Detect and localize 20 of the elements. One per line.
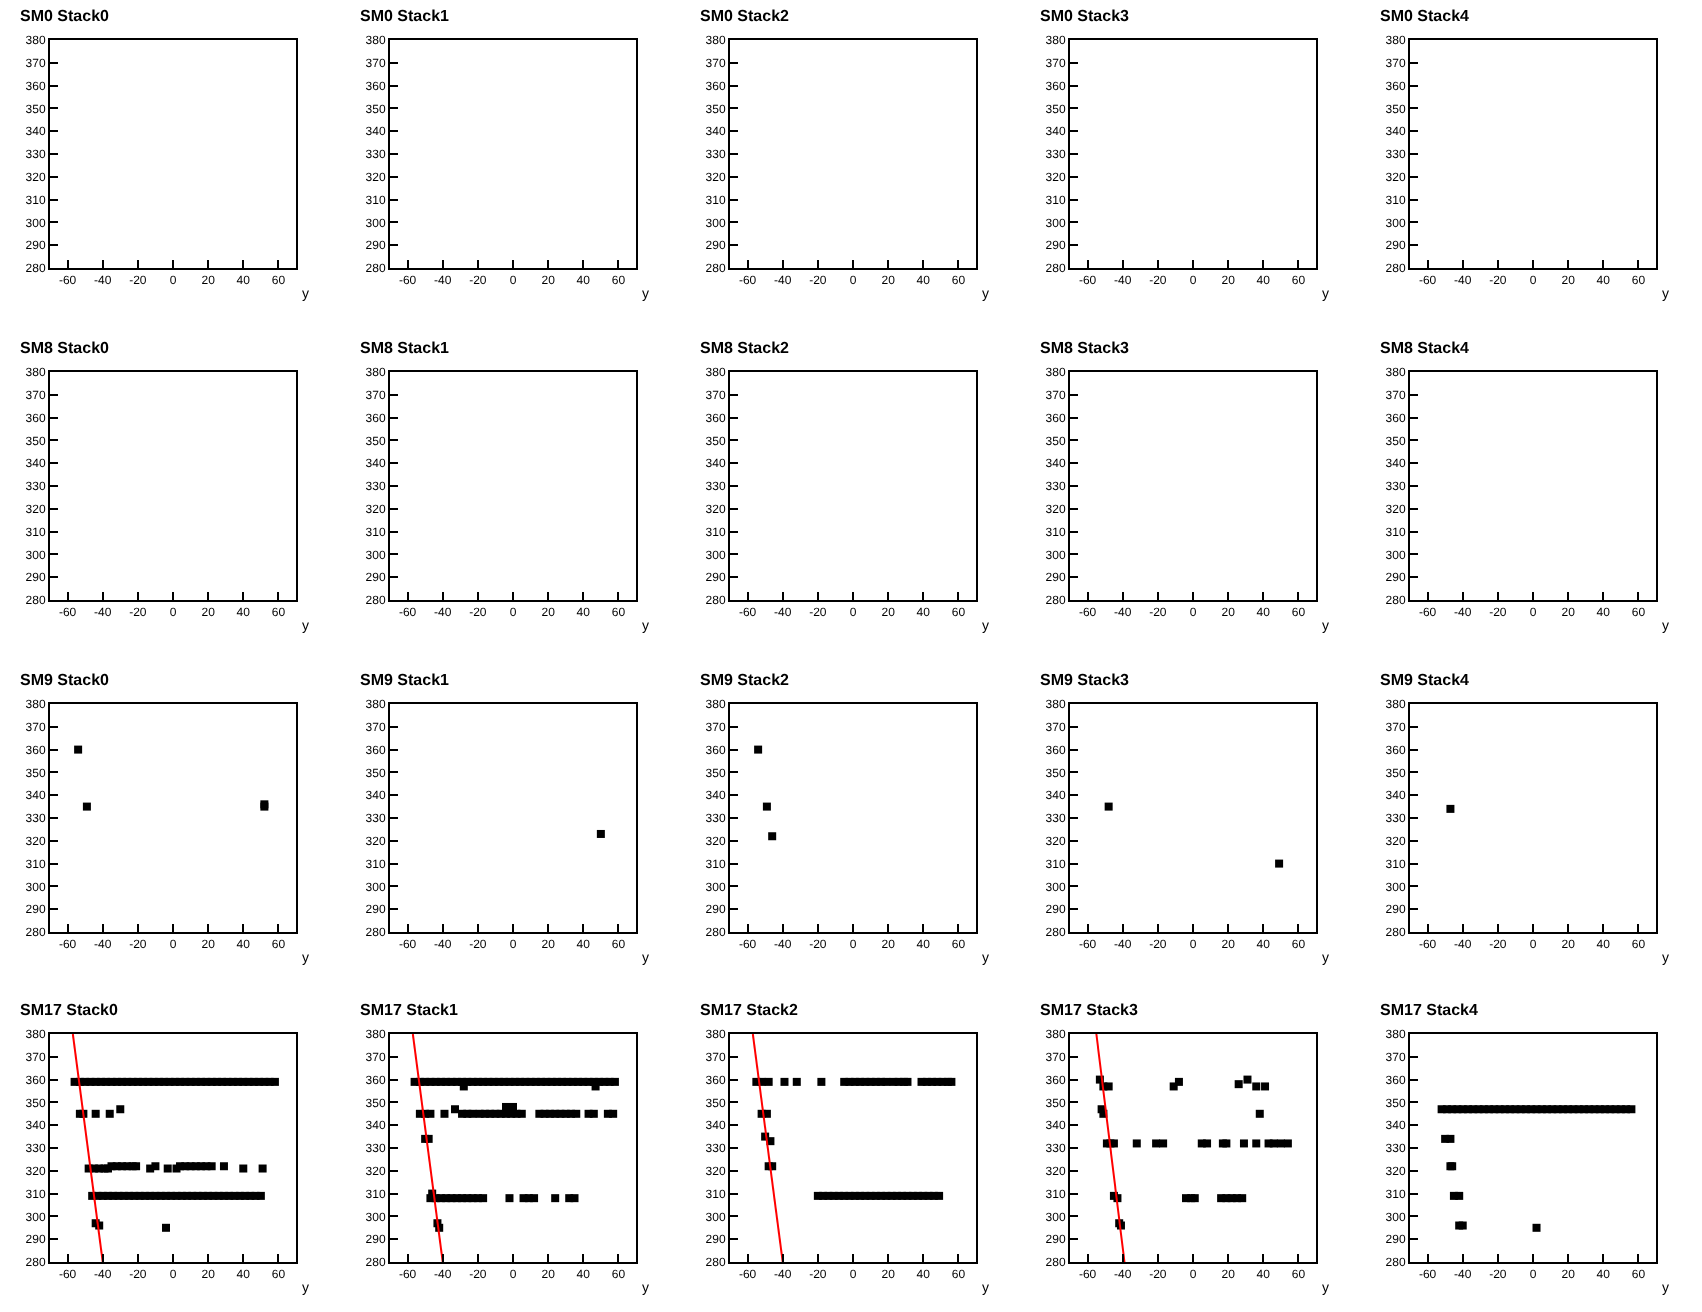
chart-title: SM9 Stack1 [360, 671, 451, 690]
chart-title: SM17 Stack1 [360, 1001, 459, 1020]
chart-title: SM9 Stack3 [1040, 671, 1131, 690]
chart-title: SM8 Stack4 [1380, 339, 1471, 358]
chart-title: SM0 Stack2 [700, 7, 791, 26]
chart-title: SM17 Stack2 [700, 1001, 799, 1020]
chart-title: SM17 Stack0 [20, 1001, 119, 1020]
chart-title: SM0 Stack0 [20, 7, 111, 26]
chart-title: SM8 Stack2 [700, 339, 791, 358]
chart-title: SM17 Stack4 [1380, 1001, 1479, 1020]
chart-title: SM0 Stack1 [360, 7, 451, 26]
chart-title: SM9 Stack0 [20, 671, 111, 690]
chart-title: SM0 Stack4 [1380, 7, 1471, 26]
chart-title: SM8 Stack0 [20, 339, 111, 358]
chart-title: SM0 Stack3 [1040, 7, 1131, 26]
chart-title: SM8 Stack3 [1040, 339, 1131, 358]
chart-title: SM9 Stack2 [700, 671, 791, 690]
chart-title: SM8 Stack1 [360, 339, 451, 358]
chart-title: SM17 Stack3 [1040, 1001, 1139, 1020]
chart-title: SM9 Stack4 [1380, 671, 1471, 690]
